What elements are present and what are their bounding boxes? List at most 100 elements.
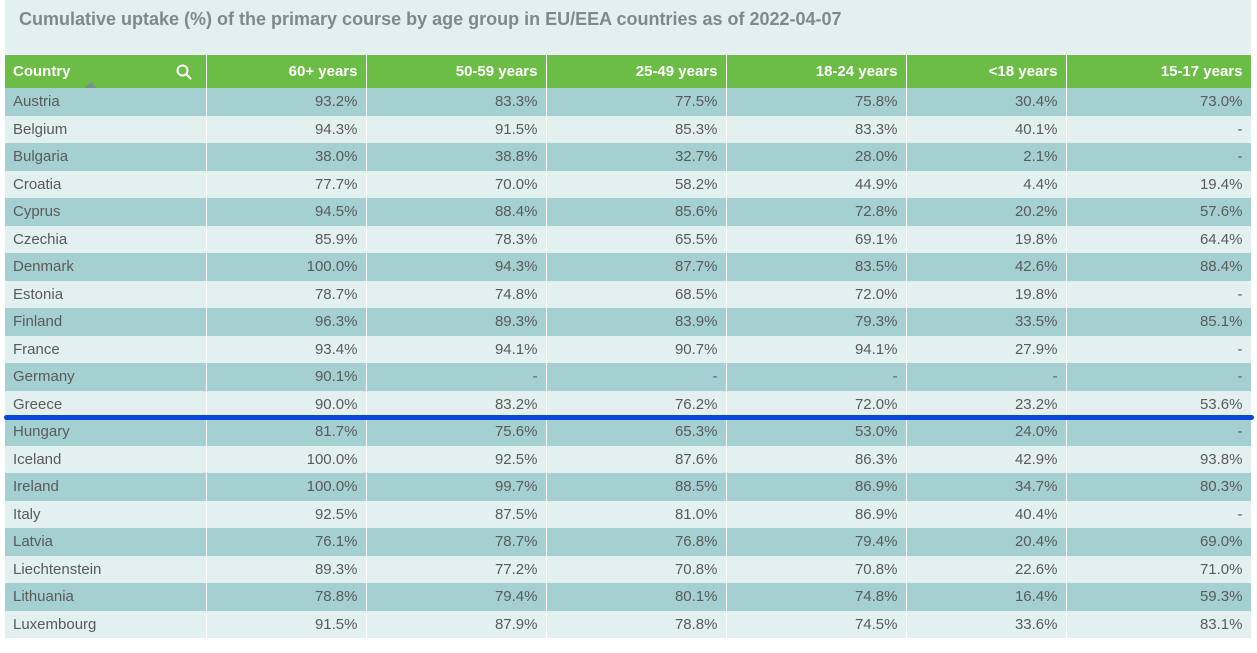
table-row: Denmark 100.0% 94.3% 87.7% 83.5% 42.6% 88.4% <box>5 253 1252 281</box>
country-cell: Czechia <box>5 225 207 253</box>
uptake-cell: 87.9% <box>366 610 547 638</box>
column-header-label: 50-59 years <box>455 63 538 80</box>
column-header-3[interactable]: 25-49 years <box>546 55 727 88</box>
country-cell: Luxembourg <box>5 610 207 638</box>
uptake-cell: 23.2% <box>906 390 1067 418</box>
uptake-cell: 83.5% <box>726 253 907 281</box>
sort-ascending-icon[interactable] <box>85 82 97 88</box>
uptake-cell: 77.2% <box>366 555 547 583</box>
uptake-cell: 34.7% <box>906 473 1067 501</box>
country-cell: Croatia <box>5 170 207 198</box>
country-cell: Estonia <box>5 280 207 308</box>
uptake-cell: 4.4% <box>906 170 1067 198</box>
uptake-cell: 80.3% <box>1066 473 1252 501</box>
uptake-cell: 87.7% <box>546 253 727 281</box>
uptake-cell: 76.1% <box>206 528 367 556</box>
table-row: Iceland 100.0% 92.5% 87.6% 86.3% 42.9% 93.8% <box>5 445 1252 473</box>
uptake-cell: 88.5% <box>546 473 727 501</box>
table-row: Greece 90.0% 83.2% 76.2% 72.0% 23.2% 53.6% <box>5 390 1252 418</box>
uptake-cell: 89.3% <box>206 555 367 583</box>
uptake-cell: 22.6% <box>906 555 1067 583</box>
country-cell: Finland <box>5 308 207 336</box>
country-cell: Denmark <box>5 253 207 281</box>
table-row: Austria 93.2% 83.3% 77.5% 75.8% 30.4% 73.0% <box>5 88 1252 116</box>
search-icon[interactable] <box>176 64 192 80</box>
country-cell: Liechtenstein <box>5 555 207 583</box>
uptake-cell: 24.0% <box>906 418 1067 446</box>
column-header-4[interactable]: 18-24 years <box>726 55 907 88</box>
uptake-cell: 76.8% <box>546 528 727 556</box>
uptake-cell: 100.0% <box>206 445 367 473</box>
uptake-cell: 83.1% <box>1066 610 1252 638</box>
uptake-cell: 83.3% <box>366 88 547 116</box>
uptake-cell: 2.1% <box>906 143 1067 171</box>
uptake-cell: 19.4% <box>1066 170 1252 198</box>
uptake-cell: 59.3% <box>1066 583 1252 611</box>
uptake-cell: - <box>1066 115 1252 143</box>
uptake-cell: 69.0% <box>1066 528 1252 556</box>
column-header-label: 25-49 years <box>635 63 718 80</box>
uptake-cell: 68.5% <box>546 280 727 308</box>
column-header-6[interactable]: 15-17 years <box>1066 55 1252 88</box>
column-header-label: <18 years <box>988 63 1058 80</box>
table-row: Ireland 100.0% 99.7% 88.5% 86.9% 34.7% 80.3% <box>5 473 1252 501</box>
uptake-cell: 42.9% <box>906 445 1067 473</box>
uptake-cell: 33.6% <box>906 610 1067 638</box>
uptake-cell: 81.7% <box>206 418 367 446</box>
table-row: France 93.4% 94.1% 90.7% 94.1% 27.9% - <box>5 335 1252 363</box>
uptake-cell: 19.8% <box>906 225 1067 253</box>
table-row: Croatia 77.7% 70.0% 58.2% 44.9% 4.4% 19.4% <box>5 170 1252 198</box>
country-cell: Ireland <box>5 473 207 501</box>
uptake-cell: 85.3% <box>546 115 727 143</box>
uptake-cell: 19.8% <box>906 280 1067 308</box>
uptake-cell: 74.8% <box>366 280 547 308</box>
uptake-cell: 93.4% <box>206 335 367 363</box>
uptake-cell: 32.7% <box>546 143 727 171</box>
uptake-cell: 85.9% <box>206 225 367 253</box>
country-cell: Latvia <box>5 528 207 556</box>
country-cell: Lithuania <box>5 583 207 611</box>
uptake-cell: 86.9% <box>726 500 907 528</box>
table-row: Belgium 94.3% 91.5% 85.3% 83.3% 40.1% - <box>5 115 1252 143</box>
uptake-cell: 70.8% <box>726 555 907 583</box>
uptake-cell: 20.4% <box>906 528 1067 556</box>
uptake-cell: 85.6% <box>546 198 727 226</box>
table-row: Hungary 81.7% 75.6% 65.3% 53.0% 24.0% - <box>5 418 1252 446</box>
column-header-1[interactable]: 60+ years <box>206 55 367 88</box>
uptake-cell: 42.6% <box>906 253 1067 281</box>
column-header-label: 18-24 years <box>815 63 898 80</box>
uptake-cell: 91.5% <box>206 610 367 638</box>
uptake-cell: 64.4% <box>1066 225 1252 253</box>
uptake-cell: - <box>1066 143 1252 171</box>
country-cell: Belgium <box>5 115 207 143</box>
uptake-cell: - <box>1066 280 1252 308</box>
uptake-cell: 72.0% <box>726 280 907 308</box>
column-header-label: 60+ years <box>288 63 358 80</box>
table-header-row: Country 60+ years 50-59 years 25-49 years 18… <box>5 55 1252 88</box>
uptake-cell: 90.0% <box>206 390 367 418</box>
uptake-cell: - <box>1066 363 1252 391</box>
table-row: Bulgaria 38.0% 38.8% 32.7% 28.0% 2.1% - <box>5 143 1252 171</box>
uptake-cell: 93.2% <box>206 88 367 116</box>
uptake-cell: - <box>906 363 1067 391</box>
uptake-cell: 44.9% <box>726 170 907 198</box>
table-row: Latvia 76.1% 78.7% 76.8% 79.4% 20.4% 69.0% <box>5 528 1252 556</box>
uptake-cell: 89.3% <box>366 308 547 336</box>
uptake-cell: 78.7% <box>206 280 367 308</box>
country-cell: Greece <box>5 390 207 418</box>
title-bar: Cumulative uptake (%) of the primary cou… <box>5 0 1251 54</box>
column-header-5[interactable]: <18 years <box>906 55 1067 88</box>
uptake-cell: 77.5% <box>546 88 727 116</box>
table-body: Austria 93.2% 83.3% 77.5% 75.8% 30.4% 73.0% Bel… <box>5 88 1252 638</box>
uptake-cell: 38.0% <box>206 143 367 171</box>
uptake-cell: 79.4% <box>366 583 547 611</box>
uptake-cell: 71.0% <box>1066 555 1252 583</box>
column-header-0[interactable]: Country <box>5 55 207 88</box>
uptake-cell: 40.4% <box>906 500 1067 528</box>
uptake-cell: 57.6% <box>1066 198 1252 226</box>
column-header-2[interactable]: 50-59 years <box>366 55 547 88</box>
uptake-cell: 53.6% <box>1066 390 1252 418</box>
uptake-cell: 83.3% <box>726 115 907 143</box>
uptake-cell: 78.7% <box>366 528 547 556</box>
uptake-cell: 65.5% <box>546 225 727 253</box>
